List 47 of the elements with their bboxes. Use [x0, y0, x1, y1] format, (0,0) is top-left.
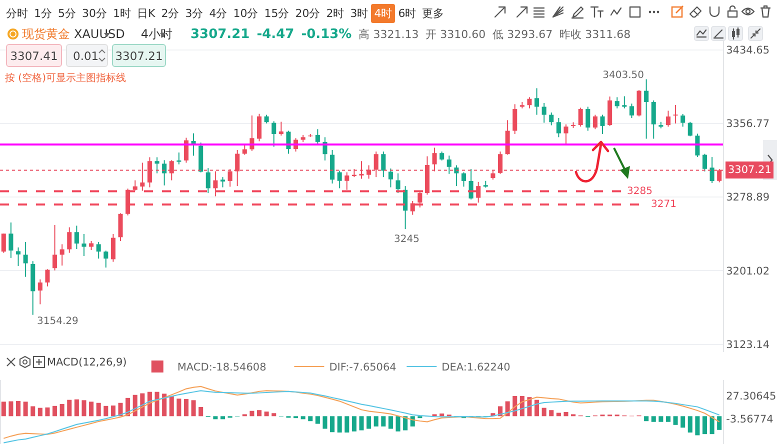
y-tick-label: 3123.14 [726, 338, 770, 351]
annotation: 低 3293.67 [492, 26, 553, 42]
text: 20分 [294, 6, 322, 22]
legend-label: MACD:-18.54608 [177, 362, 266, 374]
annotation: 3307.21 [112, 44, 166, 67]
y-tick-label: -3.56774 [726, 413, 774, 426]
legend-label: DIF:-7.65064 [329, 362, 397, 374]
text: 4时 [371, 4, 396, 22]
text: 分时 [5, 6, 29, 22]
annotation: 3307.21 [190, 26, 250, 42]
chart-subtitle: XAUUSD [74, 27, 125, 41]
legend-label: DEA:1.62240 [442, 362, 510, 374]
annotation: 0.01 [66, 44, 108, 67]
text: 更多 [421, 6, 446, 22]
y-tick-label: 27.30645 [726, 390, 776, 403]
text: 日K [136, 6, 156, 22]
text: 10分 [232, 6, 260, 22]
text: 6时 [397, 6, 418, 22]
y-tick-label: 3434.65 [726, 44, 770, 56]
text: 2分 [160, 6, 180, 22]
annotation: 开 3310.60 [426, 26, 486, 42]
text: 1分 [33, 6, 53, 22]
chart-title: 现货黄金 [22, 26, 70, 42]
ref-line-label: 3285 [627, 186, 652, 197]
annotation: -4.47 [256, 26, 294, 42]
text: 30分 [81, 6, 108, 22]
text: 5分 [57, 6, 77, 22]
ref-line-label: 3307.21 [728, 164, 772, 176]
text: 3时 [349, 6, 370, 22]
annotation: 3403.50 [602, 70, 644, 82]
annotation: 昨收 3311.68 [560, 26, 631, 42]
y-tick-label: 3201.02 [726, 265, 770, 278]
annotation: -0.13% [301, 26, 352, 42]
y-tick-label: 3356.77 [726, 118, 770, 130]
annotation: 高 3321.13 [358, 26, 419, 42]
annotation: 3154.29 [37, 316, 78, 328]
text: 2时 [325, 6, 346, 22]
text: 1时 [112, 6, 132, 22]
ref-line-label: 3271 [651, 199, 676, 210]
text: 4分 [208, 6, 228, 22]
y-tick-label: 3278.89 [726, 192, 770, 204]
chart-title: MACD(12,26,9) [47, 356, 127, 369]
annotation: 3307.41 [6, 44, 62, 67]
annotation: 按 (空格)可显示主图指标线 [5, 72, 126, 85]
text: 3分 [184, 6, 204, 22]
text: 15分 [263, 6, 290, 22]
annotation: 3245 [394, 234, 420, 246]
